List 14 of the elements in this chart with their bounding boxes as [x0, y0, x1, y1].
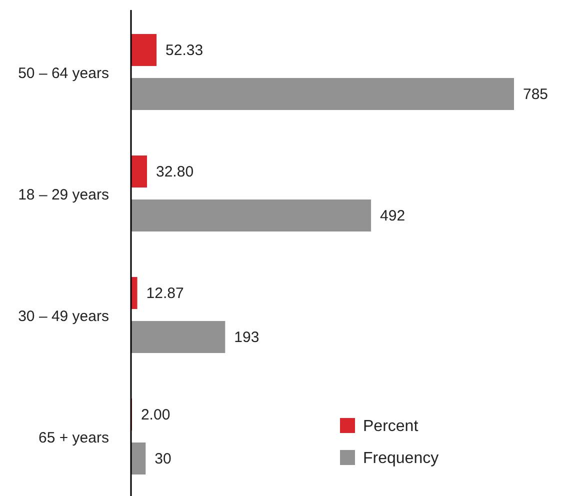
data-label: 30 [154, 450, 172, 468]
data-label: 12.87 [146, 285, 184, 302]
data-label: 32.80 [156, 164, 194, 180]
data-label: 2.00 [140, 406, 170, 424]
y-tick-label: 65 + years [38, 430, 109, 446]
y-tick-label: 30 – 49 years [18, 308, 109, 325]
data-label: 193 [234, 329, 260, 346]
y-tick-label: 18 – 29 years [18, 186, 109, 204]
data-label: 492 [380, 208, 406, 224]
data-label: 785 [523, 86, 548, 103]
y-tick-label: 50 – 64 years [18, 65, 109, 82]
legend-label: Frequency [363, 450, 439, 467]
data-label: 52.33 [166, 42, 204, 59]
legend-label: Percent [363, 418, 419, 435]
